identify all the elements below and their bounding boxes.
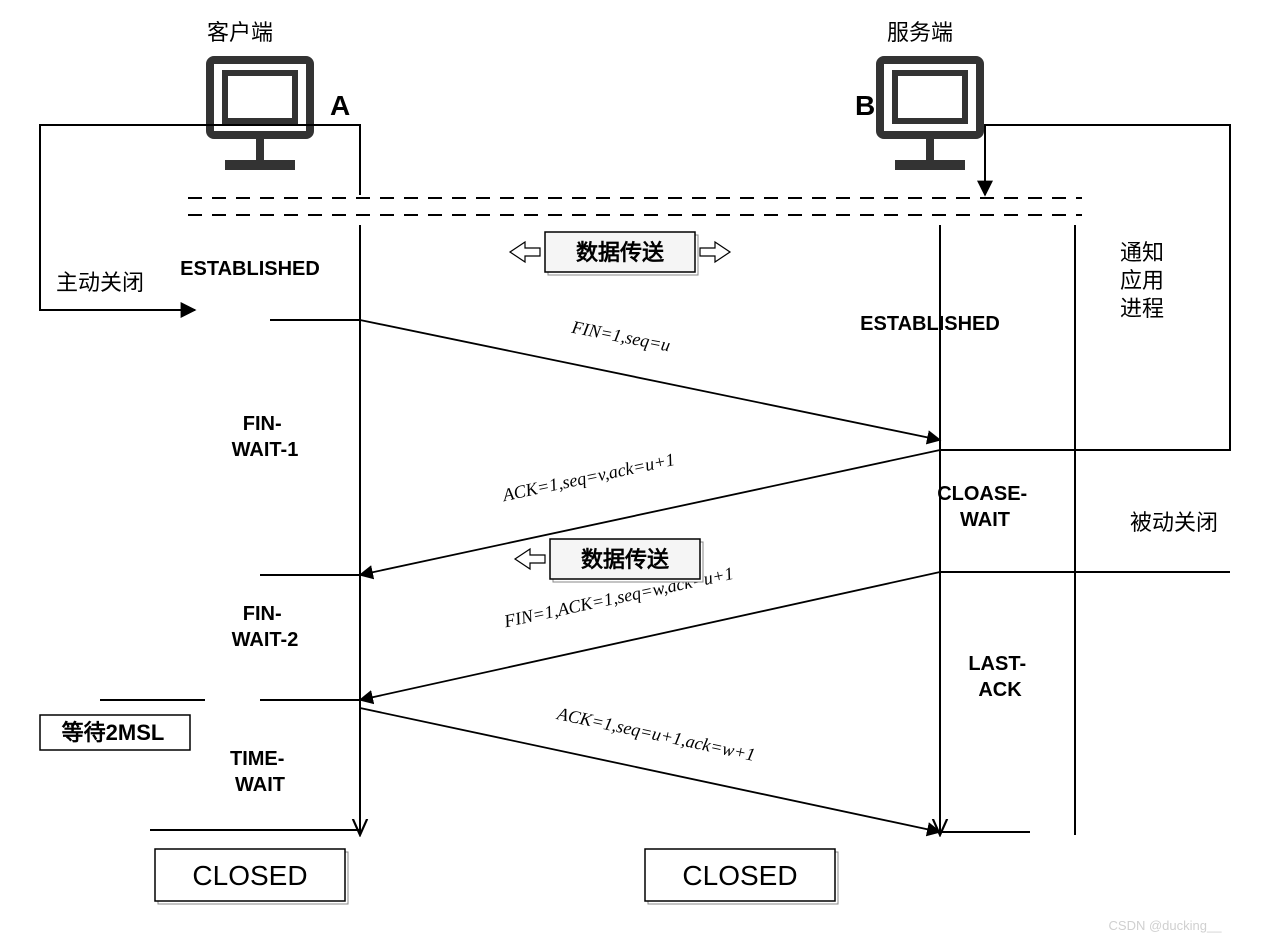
watermark: CSDN @ducking__ bbox=[1109, 918, 1223, 933]
state-time-wait: TIME- WAIT bbox=[230, 748, 290, 796]
banner-data-transfer-2: 数据传送 bbox=[515, 539, 703, 582]
server-ticks bbox=[940, 450, 1075, 832]
banner-data-transfer-1: 数据传送 bbox=[510, 232, 730, 275]
tcp-close-diagram: 客户端 服务端 A B ESTABLISHED FIN- bbox=[0, 0, 1263, 943]
closed-box-client: CLOSED bbox=[155, 849, 348, 904]
svg-text:数据传送: 数据传送 bbox=[576, 240, 664, 265]
state-fin-wait-1: FIN- WAIT-1 bbox=[232, 413, 299, 461]
passive-close-label: 被动关闭 bbox=[1130, 510, 1218, 535]
notify-app-label: 通知 应用 进程 bbox=[1120, 240, 1170, 321]
svg-text:数据传送: 数据传送 bbox=[581, 547, 669, 572]
svg-text:CLOSED: CLOSED bbox=[192, 860, 307, 891]
active-close-label: 主动关闭 bbox=[56, 270, 144, 295]
closed-box-server: CLOSED bbox=[645, 849, 838, 904]
server-title: 服务端 bbox=[887, 20, 953, 45]
state-close-wait: CLOASE- WAIT bbox=[937, 483, 1033, 531]
state-fin-wait-2: FIN- WAIT-2 bbox=[232, 603, 299, 651]
client-node-label: A bbox=[330, 90, 350, 121]
svg-text:CLOSED: CLOSED bbox=[682, 860, 797, 891]
message-label-1: ACK=1,seq=v,ack=u+1 bbox=[500, 449, 677, 505]
server-node-label: B bbox=[855, 90, 875, 121]
state-last-ack: LAST- ACK bbox=[968, 653, 1031, 701]
state-client-established: ESTABLISHED bbox=[180, 258, 320, 280]
notify-app-loop bbox=[985, 125, 1230, 450]
client-computer-icon bbox=[210, 60, 310, 165]
message-label-0: FIN=1,seq=u bbox=[569, 317, 672, 356]
server-computer-icon bbox=[880, 60, 980, 165]
client-title: 客户端 bbox=[207, 20, 273, 45]
state-server-established: ESTABLISHED bbox=[860, 313, 1000, 335]
wait-2msl-label: 等待2MSL bbox=[62, 720, 165, 745]
